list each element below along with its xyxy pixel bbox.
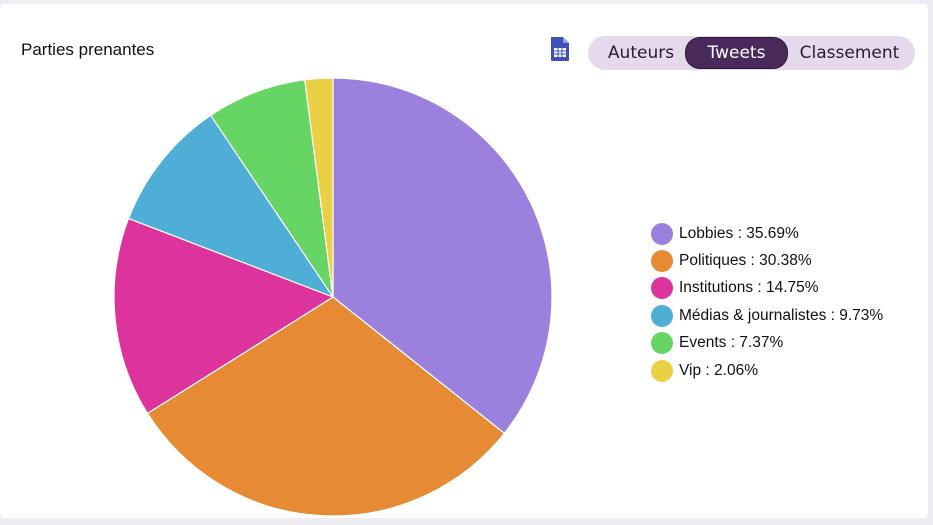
legend-label: Lobbies : 35.69% <box>679 224 799 242</box>
legend-item[interactable]: Lobbies : 35.69% <box>651 220 883 247</box>
tab-auteurs[interactable]: Auteurs <box>607 43 675 63</box>
view-tab-bar: Auteurs Tweets Classement <box>588 36 915 70</box>
legend-label: Vip : 2.06% <box>679 361 758 379</box>
legend-label: Politiques : 30.38% <box>679 252 812 270</box>
pie-slice-politiques[interactable] <box>146 296 506 517</box>
legend-swatch <box>651 250 673 273</box>
spreadsheet-icon[interactable] <box>549 36 571 62</box>
legend-swatch <box>651 277 673 300</box>
pie-slice-lobbies[interactable] <box>332 77 553 435</box>
legend-swatch <box>651 332 673 355</box>
pie-slice-institutions[interactable] <box>113 217 335 415</box>
legend-label: Events : 7.37% <box>679 334 784 352</box>
pie-chart <box>113 77 553 517</box>
legend-item[interactable]: Institutions : 14.75% <box>651 275 883 302</box>
legend-swatch <box>651 304 673 327</box>
pie-slice-vip[interactable] <box>304 77 334 298</box>
pie-slice-events[interactable] <box>209 79 334 298</box>
legend-swatch <box>651 359 673 382</box>
legend-item[interactable]: Médias & journalistes : 9.73% <box>651 302 883 329</box>
chart-card: Parties prenantes Auteurs Tweets Classem… <box>0 4 928 518</box>
legend-item[interactable]: Vip : 2.06% <box>651 357 883 384</box>
tab-tweets[interactable]: Tweets <box>685 37 788 69</box>
legend-label: Médias & journalistes : 9.73% <box>679 306 884 324</box>
chart-legend: Lobbies : 35.69% Politiques : 30.38% Insti… <box>651 220 883 384</box>
legend-item[interactable]: Events : 7.37% <box>651 330 883 357</box>
legend-swatch <box>651 222 673 245</box>
tab-classement[interactable]: Classement <box>799 43 900 63</box>
legend-item[interactable]: Politiques : 30.38% <box>651 247 883 274</box>
pie-slice-m-dias-journalistes[interactable] <box>127 114 335 299</box>
chart-title: Parties prenantes <box>21 40 155 59</box>
legend-label: Institutions : 14.75% <box>679 279 819 297</box>
